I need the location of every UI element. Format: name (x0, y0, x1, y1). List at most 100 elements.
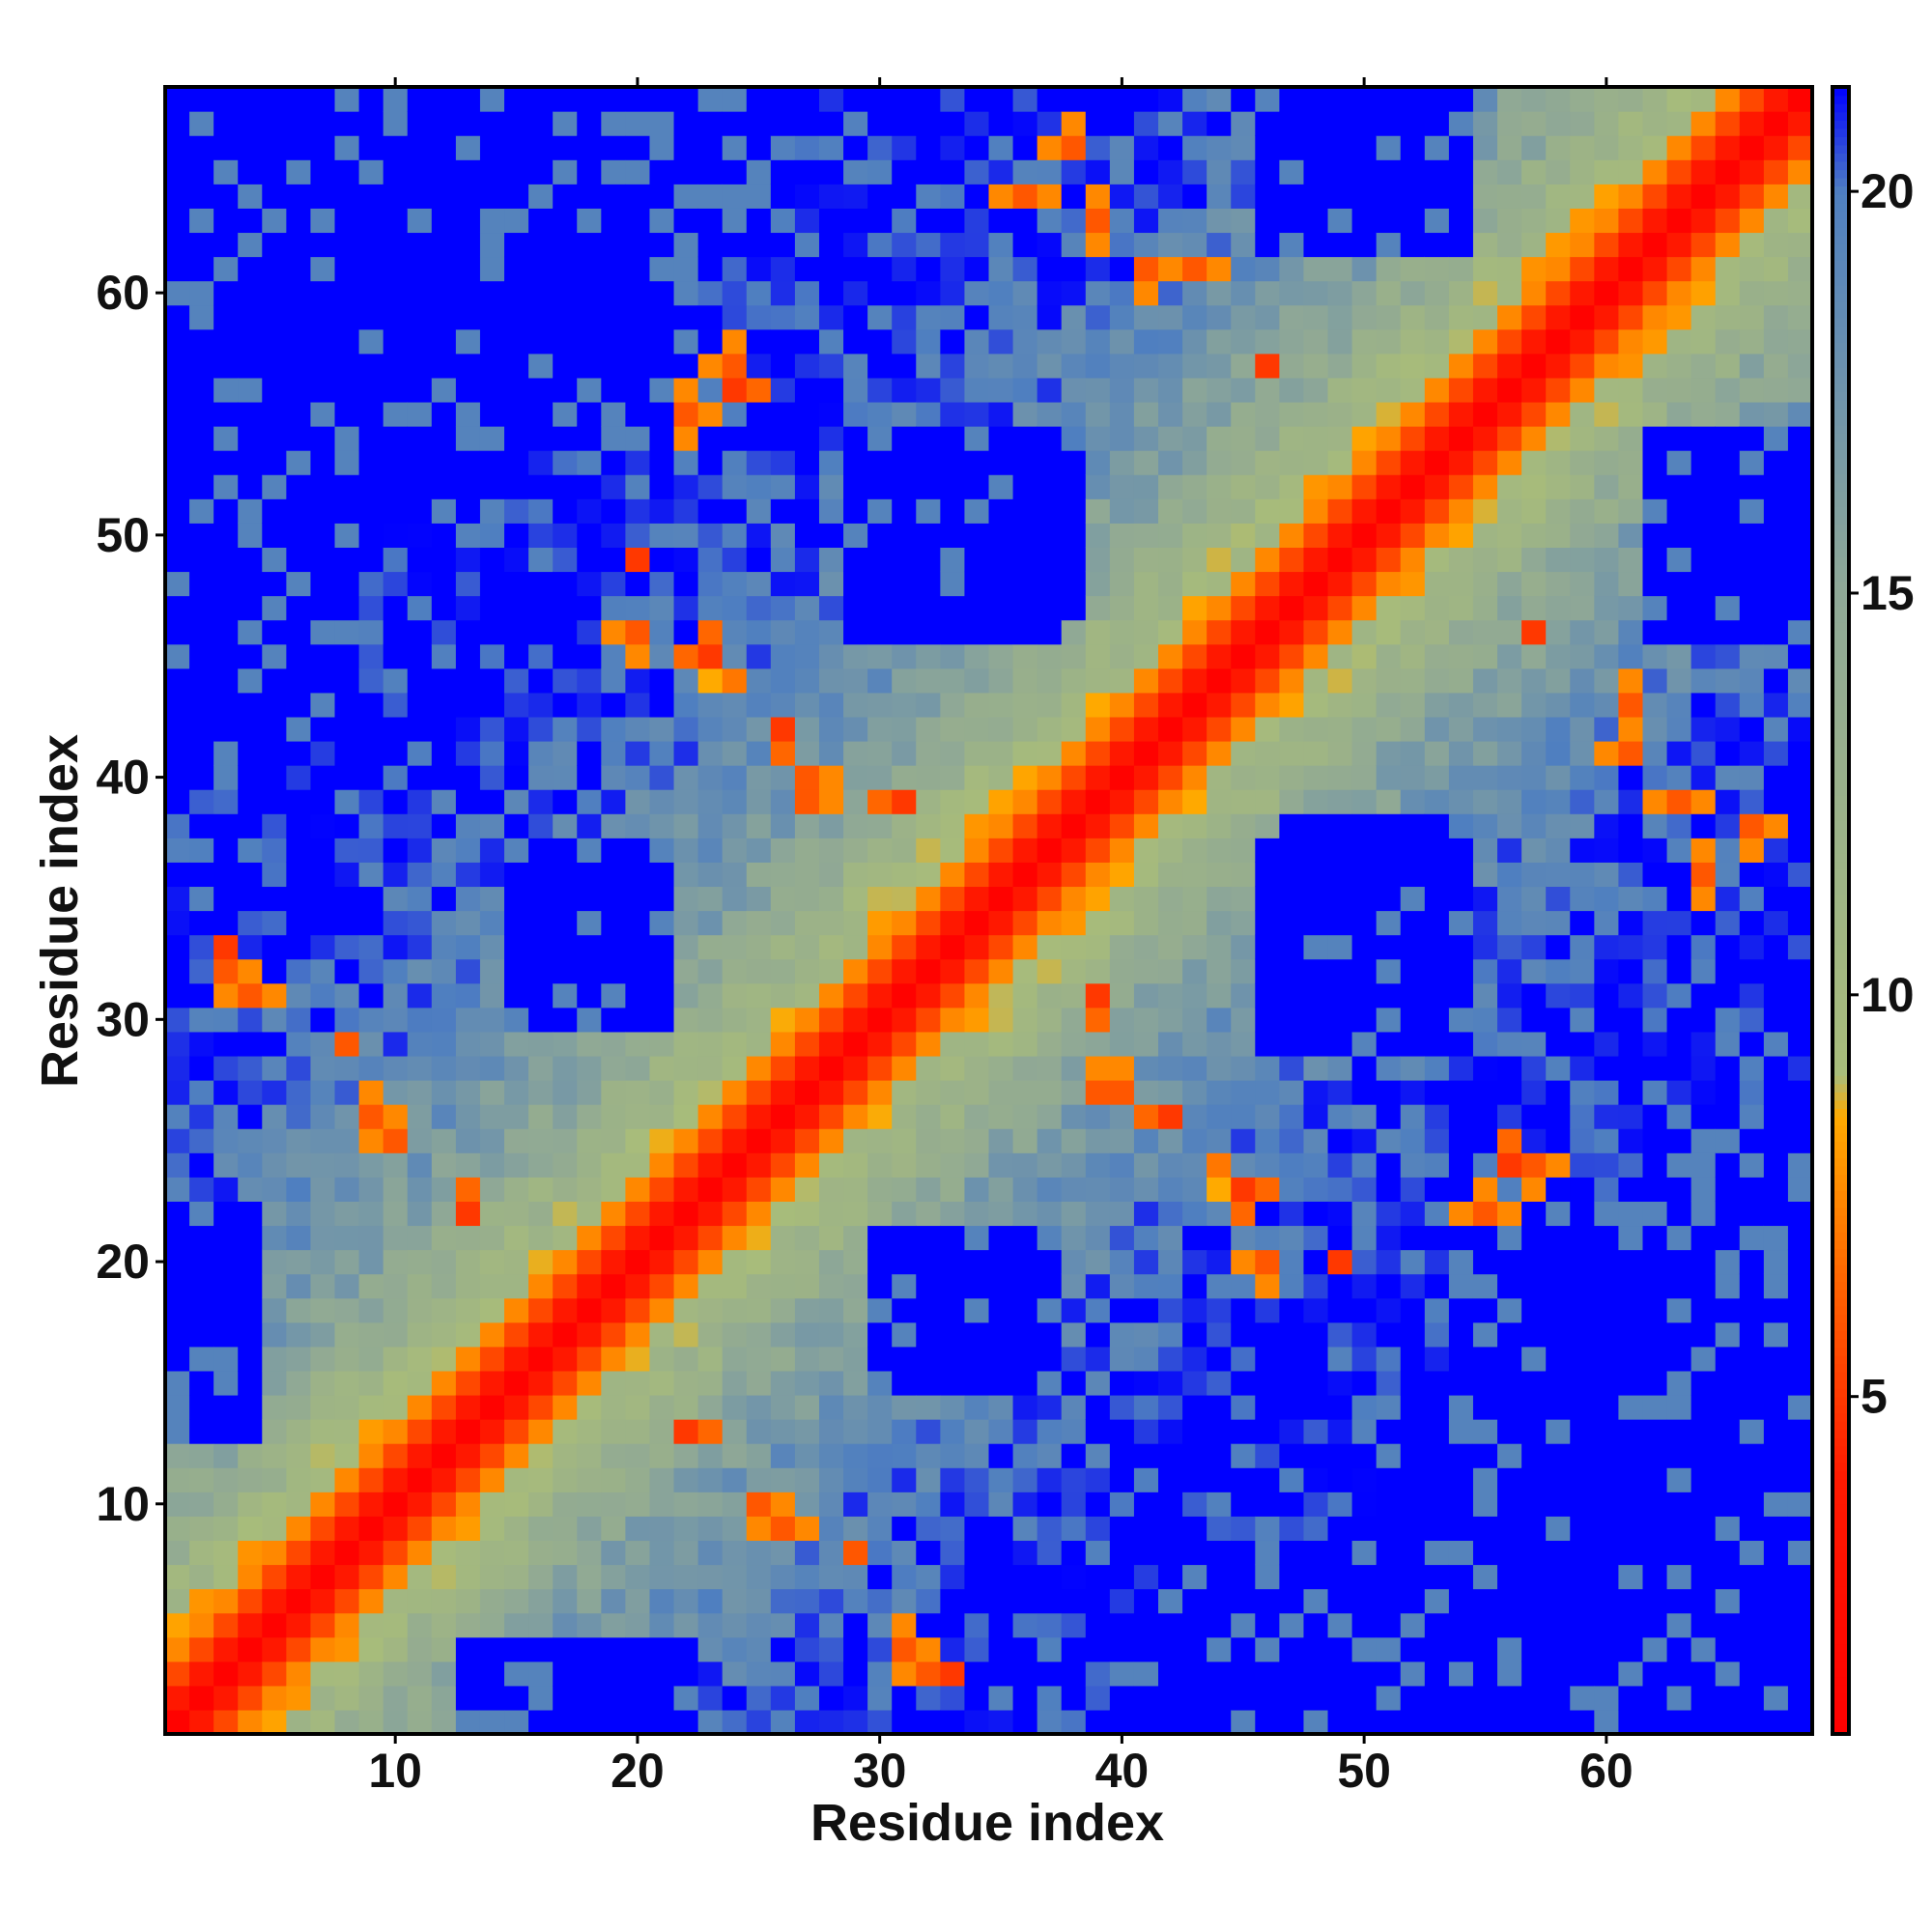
heatmap-cell (528, 571, 554, 597)
heatmap-cell (649, 1007, 675, 1033)
heatmap-cell (1255, 547, 1280, 573)
heatmap-cell (189, 523, 214, 548)
heatmap-cell (479, 813, 505, 838)
heatmap-cell (1012, 401, 1038, 427)
heatmap-cell (455, 862, 481, 888)
heatmap-cell (1207, 232, 1232, 258)
heatmap-cell (1207, 862, 1232, 888)
heatmap-cell (1690, 1152, 1717, 1178)
heatmap-cell (1255, 1321, 1280, 1348)
heatmap-cell (334, 159, 360, 185)
heatmap-cell (528, 450, 554, 475)
heatmap-cell (1133, 1177, 1159, 1202)
heatmap-cell (1207, 1370, 1232, 1396)
heatmap-cell (1787, 1177, 1813, 1202)
heatmap-cell (1546, 280, 1571, 306)
heatmap-cell (1109, 1685, 1135, 1711)
heatmap-cell (746, 184, 772, 209)
heatmap-cell (722, 1128, 748, 1153)
heatmap-cell (1400, 135, 1426, 160)
heatmap-cell (1472, 716, 1498, 742)
heatmap-cell (892, 1394, 917, 1420)
heatmap-cell (1231, 377, 1256, 403)
heatmap-cell (964, 765, 990, 790)
heatmap-cell (1424, 1321, 1450, 1348)
heatmap-cell (1400, 1249, 1426, 1275)
heatmap-cell (1182, 982, 1208, 1009)
heatmap-cell (940, 1055, 966, 1081)
heatmap-cell (1085, 135, 1111, 160)
heatmap-cell (916, 1419, 941, 1444)
heatmap-cell (189, 1249, 214, 1275)
heatmap-cell (818, 1177, 844, 1202)
heatmap-cell (867, 353, 893, 379)
heatmap-cell (1618, 135, 1644, 160)
heatmap-cell (601, 1297, 626, 1323)
heatmap-cell (1279, 304, 1305, 330)
colorbar-band (1833, 1314, 1849, 1323)
heatmap-cell (334, 1128, 360, 1153)
heatmap-cell (213, 401, 239, 427)
heatmap-cell (1763, 111, 1789, 136)
heatmap-cell (553, 1443, 578, 1468)
heatmap-cell (310, 1516, 336, 1542)
heatmap-cell (1521, 958, 1547, 984)
heatmap-cell (1472, 1394, 1498, 1420)
heatmap-cell (479, 1128, 505, 1153)
heatmap-cell (1618, 910, 1644, 936)
heatmap-cell (649, 498, 675, 524)
heatmap-cell (1594, 1685, 1620, 1711)
heatmap-cell (165, 1152, 190, 1178)
heatmap-cell (1594, 87, 1620, 112)
heatmap-cell (964, 571, 990, 597)
heatmap-cell (1109, 111, 1135, 136)
heatmap-cell (553, 692, 578, 718)
heatmap-cell (1739, 1443, 1765, 1468)
heatmap-cell (553, 208, 578, 234)
heatmap-cell (407, 1346, 433, 1372)
heatmap-cell (1351, 377, 1378, 403)
heatmap-cell (1424, 643, 1450, 669)
heatmap-cell (577, 1346, 602, 1372)
heatmap-cell (818, 450, 844, 475)
heatmap-cell (1109, 595, 1135, 621)
heatmap-cell (1279, 1709, 1305, 1735)
heatmap-cell (1351, 813, 1378, 838)
heatmap-cell (1376, 401, 1402, 427)
heatmap-cell (601, 523, 626, 548)
heatmap-cell (189, 426, 214, 451)
heatmap-cell (1618, 159, 1644, 185)
heatmap-cell (1279, 523, 1305, 548)
heatmap-cell (189, 1346, 214, 1372)
heatmap-cell (892, 1249, 917, 1275)
heatmap-cell (358, 1443, 384, 1468)
heatmap-cell (455, 765, 481, 790)
heatmap-cell (262, 1467, 287, 1492)
heatmap-cell (1497, 426, 1522, 451)
heatmap-cell (1546, 886, 1571, 912)
heatmap-cell (1061, 498, 1087, 524)
heatmap-cell (504, 328, 529, 355)
heatmap-cell (479, 1419, 505, 1444)
heatmap-cell (916, 232, 941, 258)
heatmap-cell (940, 159, 966, 185)
heatmap-cell (1376, 111, 1402, 136)
heatmap-cell (479, 135, 505, 160)
heatmap-cell (1109, 208, 1135, 234)
heatmap-cell (1642, 1467, 1668, 1492)
heatmap-cell (310, 619, 336, 645)
heatmap-cell (1546, 813, 1571, 838)
heatmap-cell (1182, 1080, 1208, 1105)
heatmap-cell (964, 1031, 990, 1057)
heatmap-cell (988, 1080, 1014, 1105)
heatmap-cell (722, 1055, 748, 1081)
heatmap-cell (1570, 1588, 1595, 1614)
heatmap-cell (286, 692, 312, 718)
heatmap-cell (988, 1055, 1014, 1081)
heatmap-cell (1158, 474, 1183, 499)
heatmap-cell (577, 135, 602, 160)
heatmap-cell (1376, 328, 1402, 355)
heatmap-cell (697, 740, 724, 766)
heatmap-cell (1231, 862, 1256, 888)
heatmap-cell (988, 1273, 1014, 1299)
